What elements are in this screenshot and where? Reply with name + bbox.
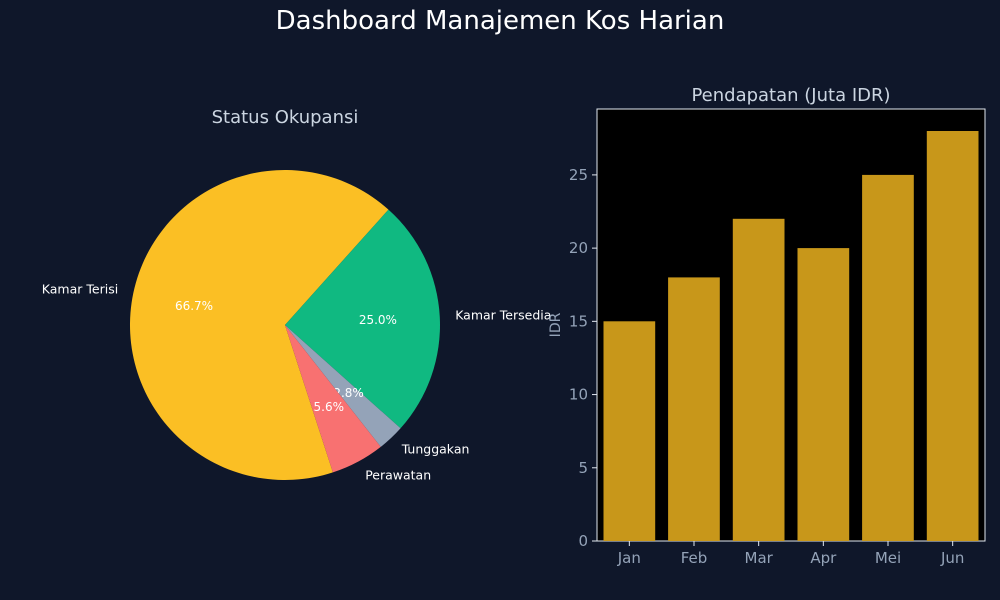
y-tick-label-20: 20 xyxy=(569,239,588,257)
pie-pct-label-kamar-tersedia: 25.0% xyxy=(359,313,397,327)
bar-feb xyxy=(668,277,720,541)
bar-jun xyxy=(926,131,979,541)
y-tick-label-10: 10 xyxy=(569,386,588,404)
x-tick-label-mar: Mar xyxy=(745,549,774,567)
pie-label-tunggakan: Tunggakan xyxy=(401,441,470,456)
x-tick-label-jan: Jan xyxy=(617,549,641,567)
bar-chart: Jan Feb Mar Apr Mei Jun 0 5 10 15 20 25 xyxy=(569,131,979,567)
pie-label-perawatan: Perawatan xyxy=(365,467,431,482)
pie-slice-perawatan xyxy=(285,325,381,473)
bar-plot-area xyxy=(596,108,986,542)
pie-label-kamar-terisi: Kamar Terisi xyxy=(42,282,118,297)
pie-slice-kamar-tersedia xyxy=(285,209,440,429)
bar-jan xyxy=(603,321,656,541)
pie-slice-tunggakan xyxy=(285,325,401,447)
pie-pct-label-perawatan: 5.6% xyxy=(314,400,345,414)
bar-chart-title: Pendapatan (Juta IDR) xyxy=(691,85,890,106)
pie-chart-title: Status Okupansi xyxy=(212,107,359,128)
pie-label-kamar-tersedia: Kamar Tersedia xyxy=(455,308,551,323)
x-tick-label-apr: Apr xyxy=(810,549,837,567)
bar-mei xyxy=(862,174,914,541)
x-tick-label-mei: Mei xyxy=(875,549,901,567)
dashboard-title: Dashboard Manajemen Kos Harian xyxy=(275,6,725,36)
y-tick-label-15: 15 xyxy=(569,312,588,330)
x-tick-label-jun: Jun xyxy=(940,549,964,567)
y-tick-label-0: 0 xyxy=(578,532,588,550)
y-tick-label-25: 25 xyxy=(569,166,588,184)
bar-mar xyxy=(732,218,785,542)
pie-slice-kamar-terisi xyxy=(129,169,389,480)
y-tick-label-5: 5 xyxy=(578,459,588,477)
bar-apr xyxy=(797,248,850,541)
y-axis-label: IDR xyxy=(548,312,564,337)
pie-pct-label-kamar-terisi: 66.7% xyxy=(175,299,213,313)
x-tick-label-feb: Feb xyxy=(681,549,708,567)
